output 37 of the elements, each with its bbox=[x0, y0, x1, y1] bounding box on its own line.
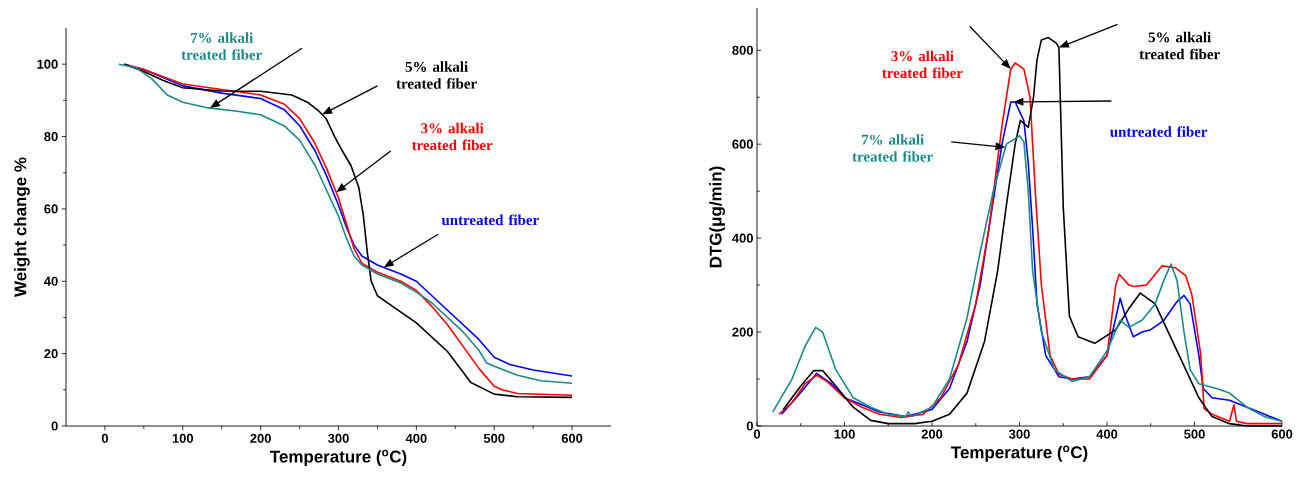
y-axis-title: Weight change % bbox=[13, 157, 30, 297]
text: 5% alkali treated fiber bbox=[396, 61, 477, 89]
y-tick-label: 40 bbox=[44, 276, 58, 286]
x-tick-label: 100 bbox=[172, 433, 194, 443]
y-tick-label: 20 bbox=[44, 349, 58, 359]
x-tick-label: 400 bbox=[405, 433, 427, 443]
y-tick-label: 800 bbox=[732, 45, 753, 55]
x-tick-label: 400 bbox=[1096, 429, 1118, 439]
x-tick-label: 300 bbox=[1009, 429, 1030, 439]
legend-label: 5% alkali treated fiber bbox=[1139, 31, 1220, 60]
text: 7% alkali treated fiber bbox=[852, 134, 933, 162]
x-tick-label: 200 bbox=[250, 433, 271, 443]
x-tick-label: 200 bbox=[921, 429, 943, 439]
y-tick-label: 100 bbox=[37, 59, 58, 69]
text: 3% alkali treated fiber bbox=[882, 50, 963, 79]
y-tick-label: 600 bbox=[732, 139, 753, 149]
y-tick-label: 60 bbox=[44, 204, 58, 214]
x-tick-label: 600 bbox=[1271, 429, 1293, 439]
x-tick-label: 0 bbox=[101, 433, 108, 443]
y-tick-label: 400 bbox=[732, 233, 753, 243]
y-tick-label: 0 bbox=[746, 421, 753, 431]
x-tick-label: 0 bbox=[753, 429, 761, 439]
x-tick-label: 300 bbox=[327, 433, 349, 443]
y-tick-label: 80 bbox=[44, 131, 58, 142]
text: 3% alkali treated fiber bbox=[411, 122, 493, 151]
text: untreated fiber bbox=[441, 214, 539, 226]
x-tick-label: 500 bbox=[483, 433, 505, 443]
y-axis-title: DTG(μg/min) bbox=[709, 166, 726, 268]
text: 7% alkali treated fiber bbox=[181, 32, 262, 60]
text: untreated fiber bbox=[1110, 126, 1208, 137]
x-tick-label: 100 bbox=[834, 429, 855, 439]
x-axis-title: Temperature ($^{o}$C) bbox=[270, 449, 407, 466]
x-tick-label: 600 bbox=[561, 433, 583, 443]
y-tick-label: 200 bbox=[732, 327, 753, 337]
y-tick-label: 0 bbox=[51, 421, 58, 431]
x-tick-label: 500 bbox=[1184, 429, 1205, 439]
x-axis-title: Temperature ($^{o}$C) bbox=[951, 445, 1088, 462]
